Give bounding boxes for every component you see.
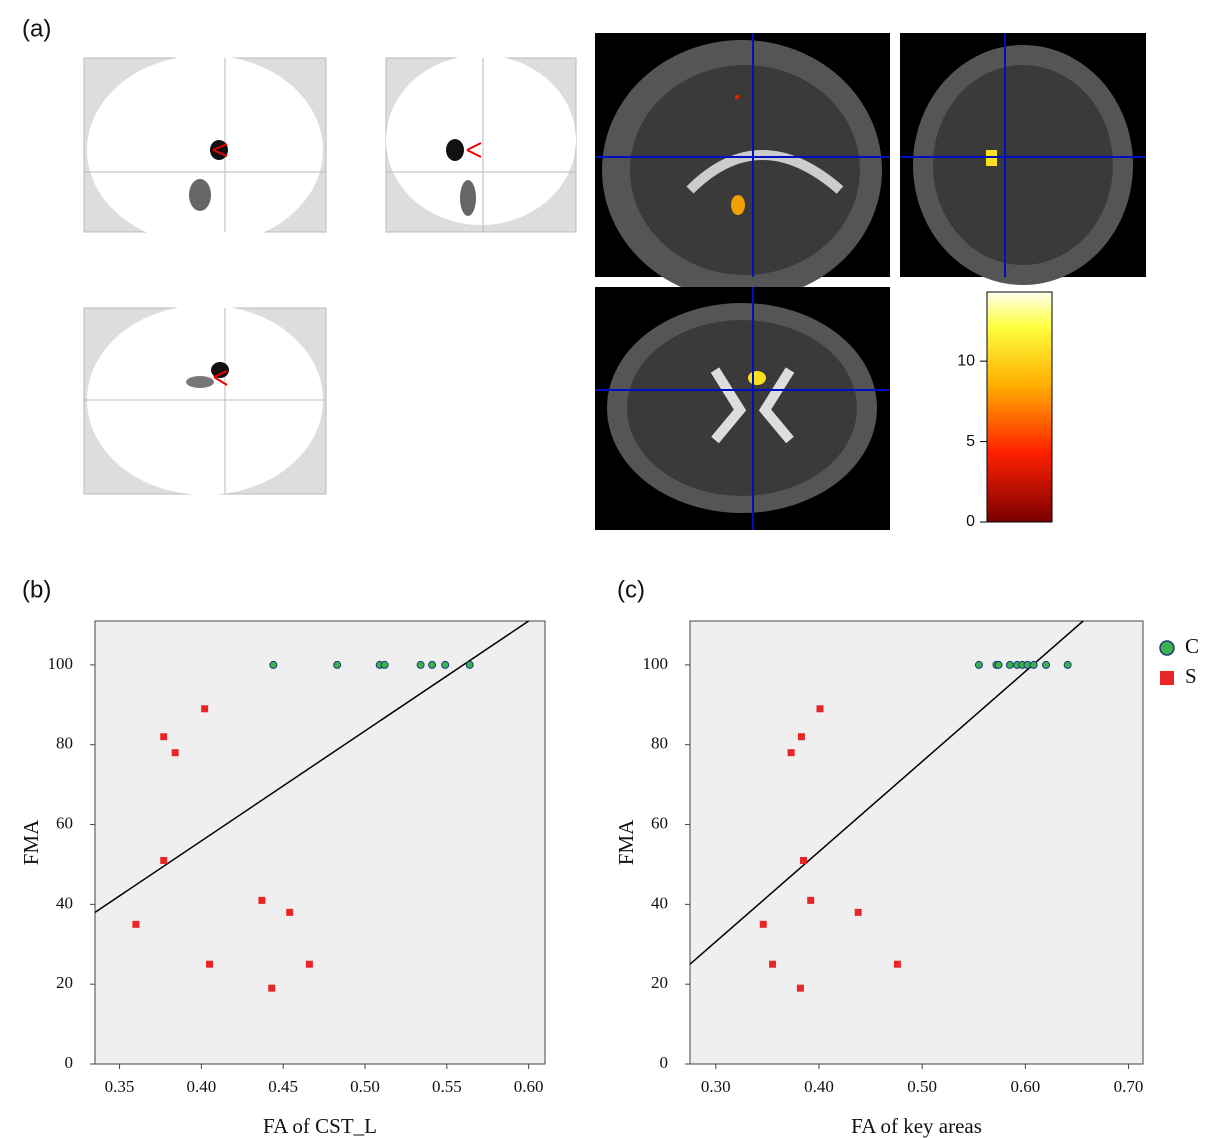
point <box>797 985 804 992</box>
x-tick-label: 0.40 <box>186 1077 216 1096</box>
y-axis-title: FMA <box>19 819 43 865</box>
colorbar <box>987 292 1052 522</box>
point <box>258 897 265 904</box>
point <box>306 961 313 968</box>
x-axis-title: FA of CST_L <box>263 1114 377 1138</box>
colorbar-tick-label: 5 <box>966 433 975 450</box>
point <box>442 661 449 668</box>
legend-swatch <box>1160 641 1174 655</box>
panel-label: (a) <box>22 15 51 42</box>
point <box>381 661 388 668</box>
x-tick-label: 0.40 <box>804 1077 834 1096</box>
point <box>206 961 213 968</box>
glass-brain-views <box>84 55 576 495</box>
point <box>894 961 901 968</box>
x-tick-label: 0.35 <box>105 1077 135 1096</box>
point <box>160 733 167 740</box>
y-tick-label: 60 <box>651 813 668 832</box>
colorbar-tick-label: 10 <box>957 352 975 369</box>
point <box>268 985 275 992</box>
point <box>1043 661 1050 668</box>
point <box>172 749 179 756</box>
point <box>201 705 208 712</box>
y-tick-label: 20 <box>56 973 73 992</box>
y-tick-label: 40 <box>56 893 73 912</box>
point <box>798 733 805 740</box>
y-tick-label: 40 <box>651 893 668 912</box>
point <box>160 857 167 864</box>
point <box>270 661 277 668</box>
panel-label: (c) <box>617 576 645 603</box>
legend-label: C <box>1185 634 1199 658</box>
x-tick-label: 0.50 <box>350 1077 380 1096</box>
y-tick-label: 20 <box>651 973 668 992</box>
legend-swatch <box>1160 671 1174 685</box>
plot-area <box>690 621 1143 1064</box>
mri-slices <box>595 33 1146 530</box>
x-tick-label: 0.60 <box>1010 1077 1040 1096</box>
y-tick-label: 0 <box>65 1053 74 1072</box>
point <box>429 661 436 668</box>
point <box>132 921 139 928</box>
colorbar-tick-label: 0 <box>966 513 975 530</box>
x-tick-label: 0.50 <box>907 1077 937 1096</box>
x-axis-title: FA of key areas <box>851 1114 982 1138</box>
point <box>466 661 473 668</box>
y-axis-title: FMA <box>614 819 638 865</box>
point <box>800 857 807 864</box>
x-tick-label: 0.60 <box>514 1077 544 1096</box>
point <box>807 897 814 904</box>
y-tick-label: 100 <box>48 654 74 673</box>
x-tick-label: 0.45 <box>268 1077 298 1096</box>
point <box>1064 661 1071 668</box>
x-tick-label: 0.70 <box>1114 1077 1144 1096</box>
y-tick-label: 60 <box>56 813 73 832</box>
y-tick-label: 100 <box>643 654 669 673</box>
point <box>417 661 424 668</box>
point <box>817 705 824 712</box>
point <box>855 909 862 916</box>
y-tick-label: 80 <box>651 734 668 753</box>
y-tick-label: 0 <box>660 1053 669 1072</box>
x-tick-label: 0.30 <box>701 1077 731 1096</box>
point <box>334 661 341 668</box>
legend-label: S <box>1185 664 1197 688</box>
point <box>975 661 982 668</box>
point <box>769 961 776 968</box>
point <box>788 749 795 756</box>
y-tick-label: 80 <box>56 734 73 753</box>
point <box>1030 661 1037 668</box>
plot-area <box>95 621 545 1064</box>
x-tick-label: 0.55 <box>432 1077 462 1096</box>
point <box>760 921 767 928</box>
point <box>286 909 293 916</box>
point <box>995 661 1002 668</box>
panel-label: (b) <box>22 576 51 603</box>
point <box>1006 661 1013 668</box>
figure: (a) 0 5 10 (b) 0 20 40 60 80 100 0.35 0.40 0.45 0.50 0… <box>0 0 1225 1138</box>
